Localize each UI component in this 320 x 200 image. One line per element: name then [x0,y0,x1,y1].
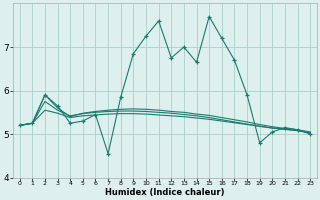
X-axis label: Humidex (Indice chaleur): Humidex (Indice chaleur) [105,188,225,197]
